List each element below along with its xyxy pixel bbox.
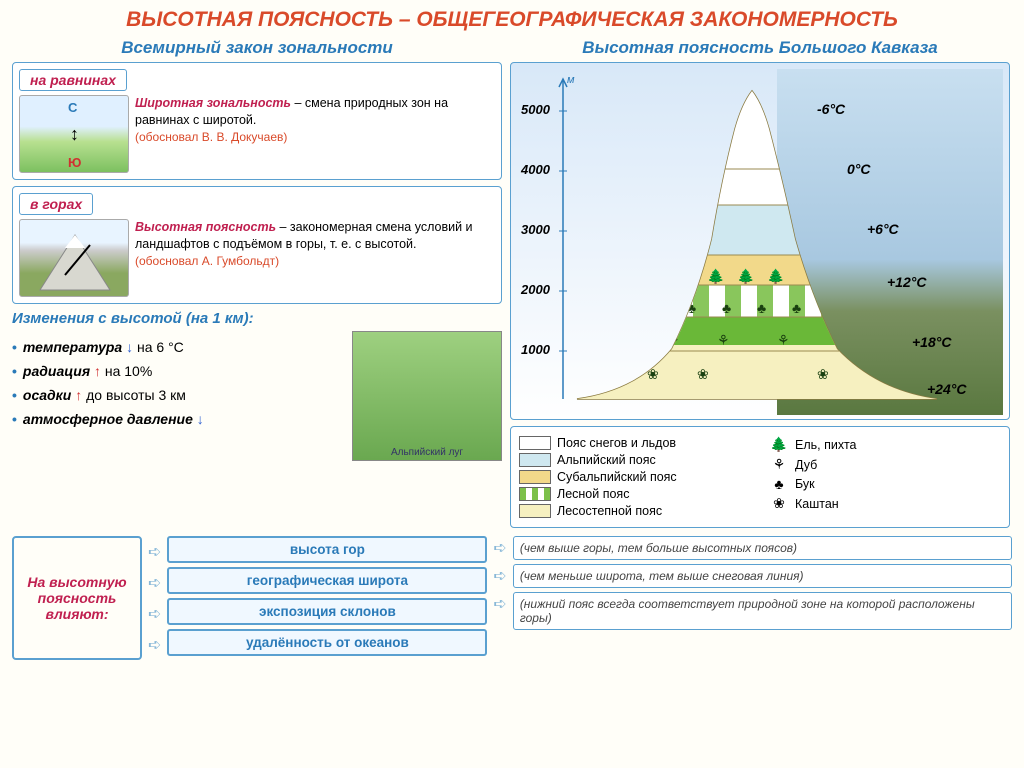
credit-1: (обосновал В. В. Докучаев) bbox=[135, 130, 287, 144]
effect-2: (чем меньше широта, тем выше снеговая ли… bbox=[513, 564, 1012, 588]
credit-2: (обосновал А. Гумбольдт) bbox=[135, 254, 279, 268]
svg-text:+6°С: +6°С bbox=[867, 221, 900, 237]
factor-ocean: удалённость от океанов bbox=[167, 629, 487, 656]
svg-text:🌲: 🌲 bbox=[737, 268, 754, 285]
svg-text:⚘: ⚘ bbox=[777, 332, 790, 348]
svg-text:⚘: ⚘ bbox=[717, 332, 730, 348]
factor-exposure: экспозиция склонов bbox=[167, 598, 487, 625]
factor-latitude: географическая широта bbox=[167, 567, 487, 594]
factor-height: высота гор bbox=[167, 536, 487, 563]
svg-text:♣: ♣ bbox=[792, 300, 801, 316]
svg-text:🌲: 🌲 bbox=[707, 268, 724, 285]
mountain-mini bbox=[19, 219, 129, 297]
svg-text:❀: ❀ bbox=[697, 366, 709, 382]
svg-text:+18°С: +18°С bbox=[912, 334, 952, 350]
effect-1: (чем выше горы, тем больше высотных пояс… bbox=[513, 536, 1012, 560]
svg-text:м: м bbox=[567, 74, 575, 86]
svg-text:+12°С: +12°С bbox=[887, 274, 927, 290]
plains-mini-map: С Ю ↕ bbox=[19, 95, 129, 173]
svg-text:-6°С: -6°С bbox=[817, 101, 846, 117]
factors-list: высота гор географическая широта экспози… bbox=[167, 536, 487, 660]
alpine-meadow-photo: Альпийский луг bbox=[352, 331, 502, 461]
svg-text:2000: 2000 bbox=[520, 282, 551, 297]
svg-text:+24°С: +24°С bbox=[927, 381, 967, 397]
left-section-title: Всемирный закон зональности bbox=[12, 38, 502, 58]
svg-text:❀: ❀ bbox=[817, 366, 829, 382]
tab-mountains: в горах bbox=[19, 193, 93, 215]
svg-text:❀: ❀ bbox=[647, 366, 659, 382]
term-latitudinal: Широтная зональность bbox=[135, 96, 291, 110]
legend: Пояс снегов и льдов Альпийский пояс Суба… bbox=[510, 426, 1010, 528]
right-section-title: Высотная поясность Большого Кавказа bbox=[510, 38, 1010, 58]
changes-title: Изменения с высотой (на 1 км): bbox=[12, 310, 502, 327]
panel-plains: на равнинах С Ю ↕ Широтная зональность –… bbox=[12, 62, 502, 180]
svg-text:5000: 5000 bbox=[521, 102, 551, 117]
svg-text:1000: 1000 bbox=[521, 342, 551, 357]
mountain-diagram: м 5000 4000 3000 2000 1000 bbox=[510, 62, 1010, 420]
svg-text:♣: ♣ bbox=[757, 300, 766, 316]
influence-label: На высотную поясность влияют: bbox=[12, 536, 142, 660]
svg-text:4000: 4000 bbox=[520, 162, 551, 177]
svg-text:0°С: 0°С bbox=[847, 161, 871, 177]
effects-list: (чем выше горы, тем больше высотных пояс… bbox=[513, 536, 1012, 660]
term-altitudinal: Высотная поясность bbox=[135, 220, 276, 234]
changes-list: •температура ↓ на 6 °С •радиация ↑ на 10… bbox=[12, 331, 344, 461]
svg-text:♣: ♣ bbox=[722, 300, 731, 316]
main-title: ВЫСОТНАЯ ПОЯСНОСТЬ – ОБЩЕГЕОГРАФИЧЕСКАЯ … bbox=[12, 8, 1012, 32]
svg-text:🌲: 🌲 bbox=[767, 268, 784, 285]
tab-plains: на равнинах bbox=[19, 69, 127, 91]
svg-text:3000: 3000 bbox=[521, 222, 551, 237]
panel-mountains: в горах Высотная поясность – закономерна… bbox=[12, 186, 502, 304]
effect-3: (нижний пояс всегда соответствует природ… bbox=[513, 592, 1012, 630]
